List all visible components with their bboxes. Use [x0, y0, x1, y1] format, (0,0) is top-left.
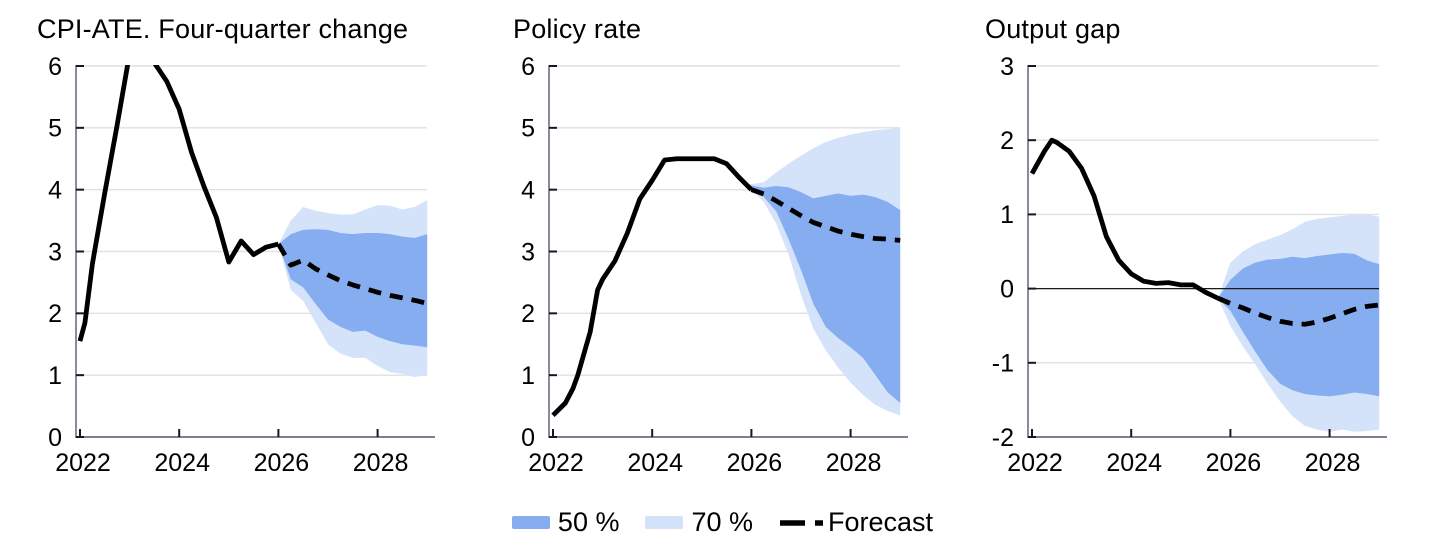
chart-panel: 0 1 2 3 4 5 6 2022 2024 2026 2028 [521, 53, 908, 477]
history-line [551, 156, 754, 418]
y-tick-label: 4 [521, 176, 535, 204]
legend-item-50-percent: 50 % [511, 507, 620, 538]
x-tick-label: 2028 [826, 449, 882, 477]
history-line [77, 65, 279, 342]
legend-item-forecast: Forecast [779, 507, 933, 538]
y-tick-label: 2 [521, 300, 535, 328]
legend-item-70-percent: 70 % [645, 507, 753, 538]
chart-title-cpi-ate: CPI-ATE. Four-quarter change [37, 14, 409, 44]
y-tick-label: 6 [48, 53, 62, 81]
forecast-line [276, 242, 428, 306]
y-tick-label: 5 [521, 115, 535, 143]
x-tick-label: 2024 [1106, 449, 1162, 477]
forecast-line [750, 187, 901, 243]
y-tick-label: 0 [521, 424, 535, 452]
y-tick-label: 4 [48, 176, 62, 204]
x-tick-label: 2022 [1007, 449, 1063, 477]
band-50-percent [1218, 252, 1380, 397]
y-tick-label: 0 [48, 424, 62, 452]
x-tick-label: 2026 [254, 449, 310, 477]
band-50-percent [278, 229, 428, 348]
legend-label-70-percent: 70 % [691, 507, 754, 537]
forecast-line [1217, 296, 1380, 327]
y-tick-label: -2 [992, 424, 1014, 452]
legend-label-50-percent: 50 % [557, 507, 620, 537]
y-tick-label: 5 [48, 115, 62, 143]
y-tick-label: 1 [1000, 201, 1014, 229]
band-50-percent [746, 184, 901, 403]
legend: 50 % 70 % Forecast [0, 507, 1445, 538]
y-tick-label: 6 [521, 53, 535, 81]
chart-panel: 0 1 2 3 4 5 6 2022 2024 2026 2028 [48, 53, 435, 477]
band-50-swatch-icon [511, 516, 550, 529]
chart-title-policy-rate: Policy rate [513, 14, 642, 44]
y-tick-label: 1 [521, 362, 535, 390]
y-tick-label: 2 [1000, 127, 1014, 155]
x-tick-label: 2024 [154, 449, 210, 477]
y-tick-label: 3 [48, 238, 62, 266]
y-tick-label: 3 [1000, 53, 1014, 81]
chart-panel: -2 -1 0 1 2 3 2022 2024 2026 2028 [992, 53, 1387, 477]
band-70-swatch-icon [645, 516, 684, 529]
x-tick-label: 2022 [55, 449, 111, 477]
forecast-dash-icon [780, 519, 826, 526]
y-tick-label: 3 [521, 238, 535, 266]
y-tick-label: -1 [992, 350, 1014, 378]
x-tick-label: 2022 [528, 449, 584, 477]
x-tick-label: 2024 [627, 449, 683, 477]
x-tick-label: 2026 [1206, 449, 1262, 477]
chart-title-output-gap: Output gap [985, 14, 1121, 44]
x-tick-label: 2026 [727, 449, 783, 477]
y-tick-label: 1 [48, 362, 62, 390]
y-tick-label: 2 [48, 300, 62, 328]
history-line [1029, 137, 1220, 301]
legend-label-forecast: Forecast [828, 507, 934, 537]
y-tick-label: 0 [1000, 275, 1014, 303]
x-tick-label: 2028 [1305, 449, 1361, 477]
x-tick-label: 2028 [353, 449, 409, 477]
